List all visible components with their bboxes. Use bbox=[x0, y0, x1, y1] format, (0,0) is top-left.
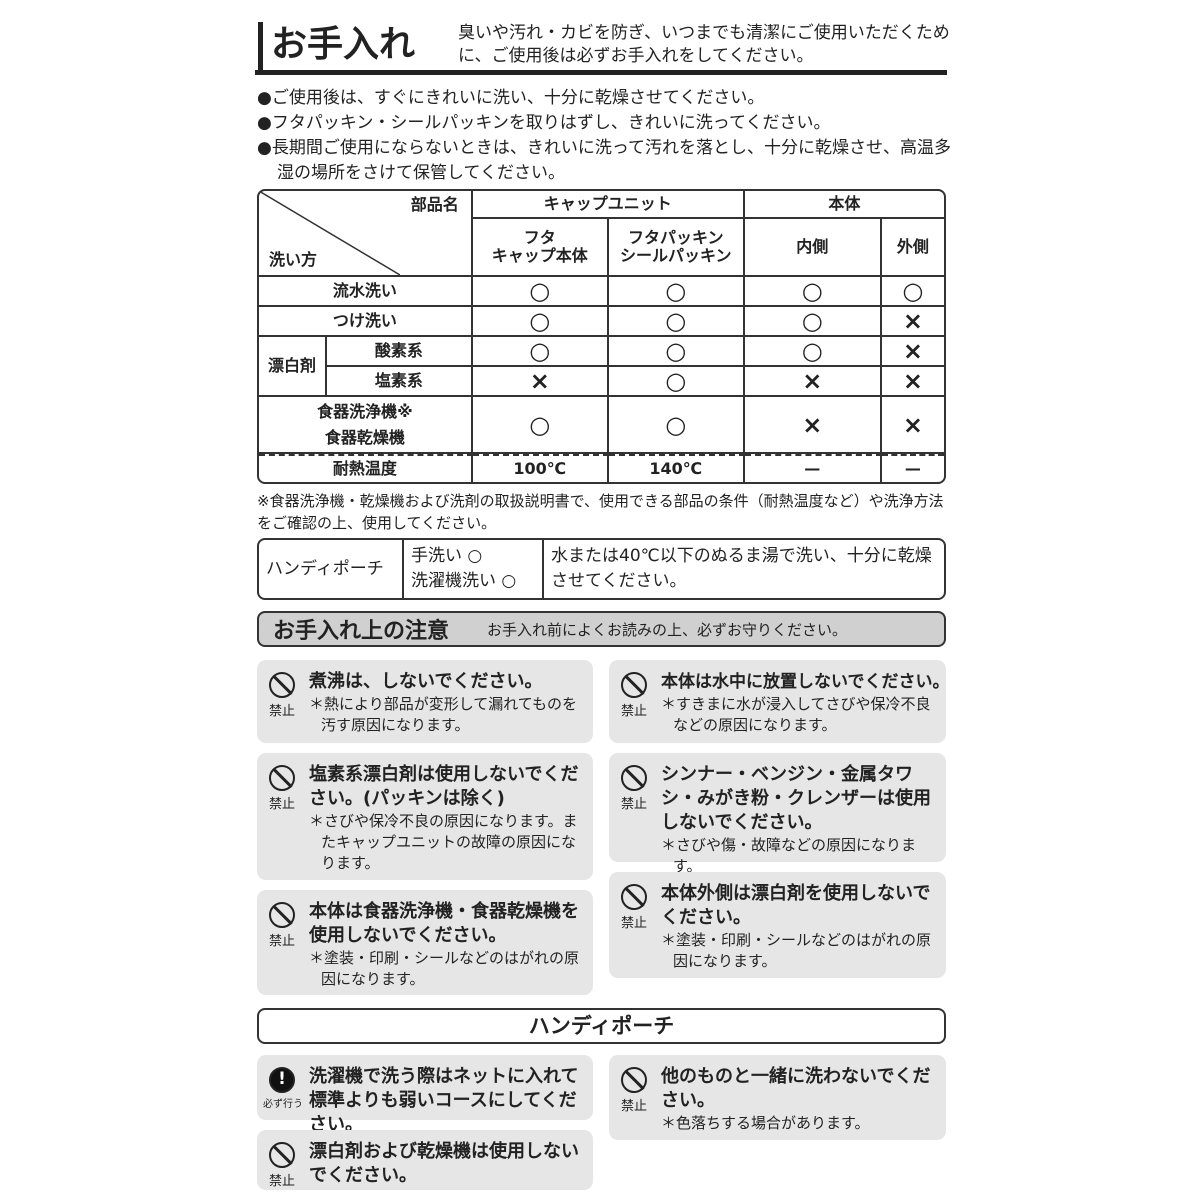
cell-value: ○ bbox=[472, 307, 609, 337]
caution-card: 禁止 本体は水中に放置しないでください。 ＊すきまに水が浸入してさびや保冷不良な… bbox=[609, 660, 950, 743]
cell-value: 100℃ bbox=[472, 454, 609, 482]
cell-value: — bbox=[881, 454, 944, 482]
card-main: シンナー・ベンジン・金属タワシ・みがき粉・クレンザーは使用しないでください。 bbox=[661, 764, 931, 833]
row-label: 流水洗い bbox=[259, 277, 473, 307]
col-header: フタ キャップ本体 bbox=[472, 219, 609, 277]
cell-value: ○ bbox=[744, 277, 882, 307]
pouch-desc: 水または40℃以下のぬるま湯で洗い、十分に乾燥させてください。 bbox=[551, 546, 932, 591]
card-detail: ＊熱により部品が変形して漏れてものを汚す原因になります。 bbox=[309, 695, 578, 734]
corner-cell: 部品名 洗い方 bbox=[259, 191, 473, 277]
cell-value: ○ bbox=[472, 277, 609, 307]
bullet-item: ●フタパッキン・シールパッキンを取りはずし、きれいに洗ってください。 bbox=[257, 113, 831, 133]
caution-card: 禁止 塩素系漂白剤は使用しないでください。(パッキンは除く) ＊さびや保冷不良の… bbox=[257, 753, 593, 880]
cell-value: ○ bbox=[472, 337, 609, 367]
pouch-name-text: ハンディポーチ bbox=[266, 558, 384, 579]
card-detail: ＊すきまに水が浸入してさびや保冷不良などの原因になります。 bbox=[661, 695, 931, 734]
caution-header: お手入れ上の注意 お手入れ前によくお読みの上、必ずお守りください。 bbox=[257, 611, 946, 647]
machine-wash: 洗濯機洗い ○ bbox=[411, 571, 517, 591]
card-main: 漂白剤および乾燥機は使用しないでください。 bbox=[309, 1141, 579, 1186]
cell-value: × bbox=[744, 397, 882, 454]
cell-value: ○ bbox=[881, 277, 944, 307]
corner-top: 部品名 bbox=[410, 195, 459, 214]
card-detail: ＊塗装・印刷・シールなどのはがれの原因になります。 bbox=[309, 949, 580, 988]
caution-subtitle: お手入れ前によくお読みの上、必ずお守りください。 bbox=[487, 620, 848, 639]
cell-value: — bbox=[744, 454, 882, 482]
cell-value: × bbox=[881, 367, 944, 397]
pouch-desc-cell: 水または40℃以下のぬるま湯で洗い、十分に乾燥させてください。 bbox=[544, 540, 944, 598]
row-label: 酸素系 bbox=[327, 337, 473, 367]
pouch-card: 禁止 漂白剤および乾燥機は使用しないでください。 bbox=[257, 1130, 593, 1190]
cell-value: ○ bbox=[744, 337, 882, 367]
row-label: 塩素系 bbox=[327, 367, 473, 397]
row-label: 耐熱温度 bbox=[259, 454, 473, 482]
group-cap-unit: キャップユニット bbox=[472, 191, 745, 219]
col-header: フタパッキン シールパッキン bbox=[608, 219, 745, 277]
card-detail: ＊塗装・印刷・シールなどのはがれの原因になります。 bbox=[661, 931, 932, 970]
prohibit-icon: 禁止 bbox=[263, 672, 301, 719]
cell-value: × bbox=[881, 307, 944, 337]
pouch-card: 必ず行う 洗濯機で洗う際はネットに入れて標準よりも弱いコースにしてください。 bbox=[257, 1055, 593, 1135]
intro-text: 臭いや汚れ・カビを防ぎ、いつまでも清潔にご使用いただくために、ご使用後は必ずお手… bbox=[458, 23, 950, 66]
bleach-label: 漂白剤 bbox=[259, 337, 327, 397]
cell-value: × bbox=[881, 397, 944, 454]
cell-value: ○ bbox=[608, 397, 745, 454]
card-detail: ＊さびや保冷不良の原因になります。またキャップユニットの故障の原因になります。 bbox=[309, 812, 578, 872]
prohibit-icon: 禁止 bbox=[615, 1067, 653, 1114]
card-main: 他のものと一緒に洗わないでください。 bbox=[661, 1066, 931, 1111]
card-main: 本体外側は漂白剤を使用しないでください。 bbox=[661, 883, 931, 928]
prohibit-icon: 禁止 bbox=[263, 765, 301, 812]
cell-value: ○ bbox=[472, 397, 609, 454]
footnote: ※食器洗浄機・乾燥機および洗剤の取扱説明書で、使用できる部品の条件（耐熱温度など… bbox=[257, 492, 944, 532]
card-main: 煮沸は、しないでください。 bbox=[309, 671, 543, 692]
prohibit-icon: 禁止 bbox=[615, 672, 653, 719]
cell-value: × bbox=[744, 367, 882, 397]
card-main: 塩素系漂白剤は使用しないでください。(パッキンは除く) bbox=[309, 764, 579, 809]
row-label: つけ洗い bbox=[259, 307, 473, 337]
card-main: 本体は水中に放置しないでください。 bbox=[661, 672, 950, 692]
prohibit-icon: 禁止 bbox=[615, 765, 653, 812]
cell-value: ○ bbox=[608, 337, 745, 367]
divider bbox=[255, 70, 947, 75]
bullet-list: ●ご使用後は、すぐにきれいに洗い、十分に乾燥させてください。 ●フタパッキン・シ… bbox=[257, 86, 957, 186]
caution-card: 禁止 シンナー・ベンジン・金属タワシ・みがき粉・クレンザーは使用しないでください… bbox=[609, 753, 946, 875]
bullet-item: ●ご使用後は、すぐにきれいに洗い、十分に乾燥させてください。 bbox=[257, 88, 765, 108]
prohibit-icon: 禁止 bbox=[263, 1142, 301, 1189]
hand-wash: 手洗い ○ bbox=[411, 546, 483, 566]
card-detail: ＊色落ちする場合があります。 bbox=[661, 1114, 870, 1132]
card-detail: ＊さびや傷・故障などの原因になります。 bbox=[661, 836, 917, 875]
row-label: 食器洗浄機※ 食器乾燥機 bbox=[259, 397, 473, 454]
col-header: 外側 bbox=[881, 219, 944, 277]
pouch-card: 禁止 他のものと一緒に洗わないでください。 ＊色落ちする場合があります。 bbox=[609, 1055, 946, 1140]
caution-card: 禁止 本体外側は漂白剤を使用しないでください。 ＊塗装・印刷・シールなどのはがれ… bbox=[609, 872, 946, 978]
cell-value: ○ bbox=[608, 307, 745, 337]
caution-card: 禁止 本体は食器洗浄機・食器乾燥機を使用しないでください。 ＊塗装・印刷・シール… bbox=[257, 890, 593, 995]
care-table: 部品名 洗い方 キャップユニット 本体 フタ キャップ本体 フタパッキン シール… bbox=[257, 189, 946, 484]
page-title: お手入れ bbox=[258, 22, 415, 70]
pouch-methods: 手洗い ○ 洗濯機洗い ○ bbox=[404, 540, 544, 598]
diagonal-line bbox=[259, 191, 400, 275]
cell-value: ○ bbox=[744, 307, 882, 337]
pouch-section-title: ハンディポーチ bbox=[257, 1008, 946, 1044]
card-main: 洗濯機で洗う際はネットに入れて標準よりも弱いコースにしてください。 bbox=[309, 1066, 579, 1135]
group-body: 本体 bbox=[744, 191, 944, 219]
prohibit-icon: 禁止 bbox=[263, 902, 301, 949]
cell-value: × bbox=[881, 337, 944, 367]
card-main: 本体は食器洗浄機・食器乾燥機を使用しないでください。 bbox=[309, 901, 579, 946]
caution-card: 禁止 煮沸は、しないでください。 ＊熱により部品が変形して漏れてものを汚す原因に… bbox=[257, 660, 593, 743]
corner-bottom: 洗い方 bbox=[269, 250, 318, 269]
pouch-name: ハンディポーチ bbox=[259, 540, 404, 598]
prohibit-icon: 禁止 bbox=[615, 884, 653, 931]
mandatory-icon: 必ず行う bbox=[263, 1067, 303, 1110]
pouch-care-box: ハンディポーチ 手洗い ○ 洗濯機洗い ○ 水または40℃以下のぬるま湯で洗い、… bbox=[257, 538, 946, 600]
cell-value: × bbox=[472, 367, 609, 397]
caution-title: お手入れ上の注意 bbox=[273, 619, 450, 644]
bullet-item: ●長期間ご使用にならないときは、きれいに洗って汚れを落とし、十分に乾燥させ、高温… bbox=[257, 138, 951, 183]
cell-value: ○ bbox=[608, 277, 745, 307]
cell-value: 140℃ bbox=[608, 454, 745, 482]
cell-value: ○ bbox=[608, 367, 745, 397]
col-header: 内側 bbox=[744, 219, 882, 277]
